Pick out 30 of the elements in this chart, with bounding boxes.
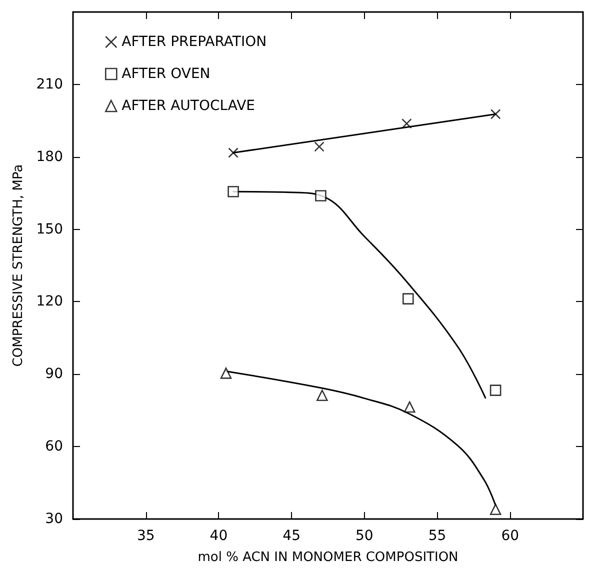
x-tick-label: 60 <box>501 528 520 544</box>
point <box>404 401 416 413</box>
point <box>490 504 502 515</box>
point <box>490 384 502 396</box>
point <box>490 108 501 120</box>
point <box>228 186 239 198</box>
point <box>316 390 328 402</box>
legend-label: AFTER OVEN <box>122 66 210 82</box>
point <box>314 142 324 152</box>
point <box>315 190 326 202</box>
y-tick-label: 90 <box>45 366 63 382</box>
y-tick-label: 60 <box>45 438 63 455</box>
x-tick-label: 35 <box>136 528 155 544</box>
y-axis-title: COMPRESSIVE STRENGTH, MPa <box>11 164 26 367</box>
x-tick-label: 50 <box>356 528 374 544</box>
legend-label: AFTER PREPARATION <box>122 34 267 50</box>
y-tick-label: 30 <box>45 511 63 527</box>
x-tick-label: 45 <box>282 528 300 544</box>
y-tick-label: 180 <box>36 148 63 165</box>
y-tick-label: 150 <box>36 221 63 238</box>
y-tick-label: 120 <box>36 294 63 310</box>
point <box>402 293 414 304</box>
point <box>220 368 232 379</box>
x-tick-label: 40 <box>210 528 228 544</box>
legend-label: AFTER AUTOCLAVE <box>122 98 256 114</box>
y-tick-label: 210 <box>36 76 63 92</box>
point <box>228 148 238 158</box>
point <box>402 118 412 129</box>
x-axis-title: mol % ACN IN MONOMER COMPOSITION <box>198 550 458 565</box>
x-tick-label: 55 <box>428 528 446 544</box>
